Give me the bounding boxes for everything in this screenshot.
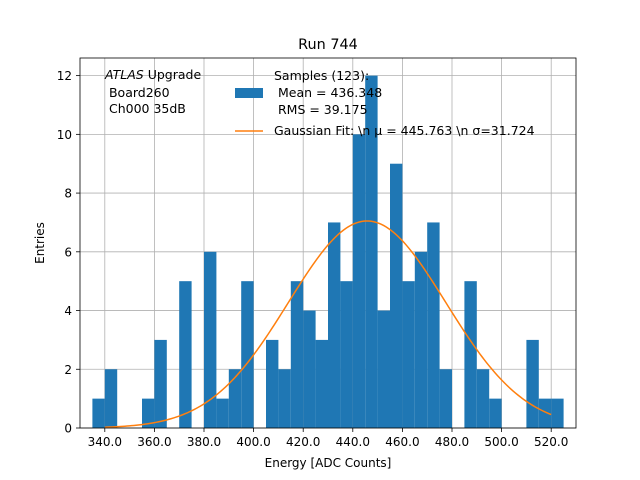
histogram-bar — [526, 339, 539, 428]
x-tick-label: 340.0 — [88, 435, 122, 449]
y-tick-label: 0 — [64, 422, 72, 436]
svg-text:ATLAS Upgrade: ATLAS Upgrade — [104, 67, 201, 82]
histogram-bar — [328, 222, 341, 428]
y-tick-label: 10 — [57, 128, 72, 142]
histogram-bar — [154, 339, 167, 428]
histogram-bar — [179, 281, 192, 428]
y-tick-label: 4 — [64, 304, 72, 318]
histogram-bar — [92, 398, 105, 428]
x-tick-label: 520.0 — [534, 435, 568, 449]
x-tick-label: 480.0 — [435, 435, 469, 449]
x-tick-label: 420.0 — [286, 435, 320, 449]
histogram-bar — [551, 398, 564, 428]
histogram-bar — [427, 222, 440, 428]
histogram-bar — [538, 398, 552, 428]
plot-frame — [79, 57, 577, 429]
y-tick-label: 12 — [57, 69, 72, 83]
board-label: Board260 — [105, 85, 170, 100]
x-tick-label: 360.0 — [137, 435, 171, 449]
gaussian-fit-curve — [104, 220, 552, 428]
histogram-bar — [228, 369, 242, 428]
histogram-bar — [439, 369, 452, 428]
histogram-bar — [142, 398, 155, 428]
histogram-bar — [352, 134, 366, 428]
atlas-annotation: ATLAS Upgrade Board260 Ch000 35dB — [104, 67, 201, 116]
legend: Samples (123): Mean = 436.348 RMS = 39.1… — [235, 68, 535, 138]
y-axis-label: Entries — [33, 222, 47, 264]
atlas-label: ATLAS — [104, 67, 144, 82]
histogram-bar — [266, 339, 279, 428]
x-tick-label: 500.0 — [484, 435, 518, 449]
y-tick-label: 2 — [64, 363, 72, 377]
upgrade-label: Upgrade — [144, 67, 202, 82]
histogram-bar — [390, 163, 403, 428]
y-tick-label: 6 — [64, 245, 72, 259]
histogram-bar — [303, 310, 316, 428]
legend-histogram-label: Samples (123): Mean = 436.348 RMS = 39.1… — [274, 68, 382, 117]
histogram-bar — [377, 310, 390, 428]
channel-label: Ch000 35dB — [105, 101, 186, 116]
histogram-bar — [216, 398, 229, 428]
histogram-bar — [414, 251, 428, 428]
legend-histogram-swatch — [235, 88, 263, 98]
histogram-bar — [365, 75, 378, 428]
histogram-bar — [204, 251, 217, 428]
x-tick-label: 400.0 — [236, 435, 270, 449]
histogram-bar — [464, 281, 477, 428]
x-tick-label: 460.0 — [385, 435, 419, 449]
x-tick-label: 440.0 — [336, 435, 370, 449]
x-axis-label: Energy [ADC Counts] — [265, 456, 392, 470]
histogram-bar — [290, 281, 304, 428]
histogram-bar — [104, 369, 118, 428]
histogram-bar — [340, 281, 353, 428]
histogram-bar — [278, 369, 291, 428]
x-axis-ticks: 340.0 360.0 380.0 400.0 420.0 440.0 460.0 480.0… — [88, 428, 568, 449]
y-axis-ticks: 0 2 4 6 8 10 12 — [57, 69, 80, 436]
histogram-bar — [315, 339, 328, 428]
histogram-bars — [92, 75, 564, 428]
chart-title: Run 744 — [298, 37, 358, 53]
x-tick-label: 380.0 — [187, 435, 221, 449]
histogram-bar — [241, 281, 254, 428]
histogram-bar — [402, 281, 415, 428]
histogram-bar — [476, 369, 490, 428]
legend-fit-label: Gaussian Fit: \n μ = 445.763 \n σ=31.724 — [274, 123, 535, 138]
histogram-bar — [489, 398, 502, 428]
y-tick-label: 8 — [64, 187, 72, 201]
